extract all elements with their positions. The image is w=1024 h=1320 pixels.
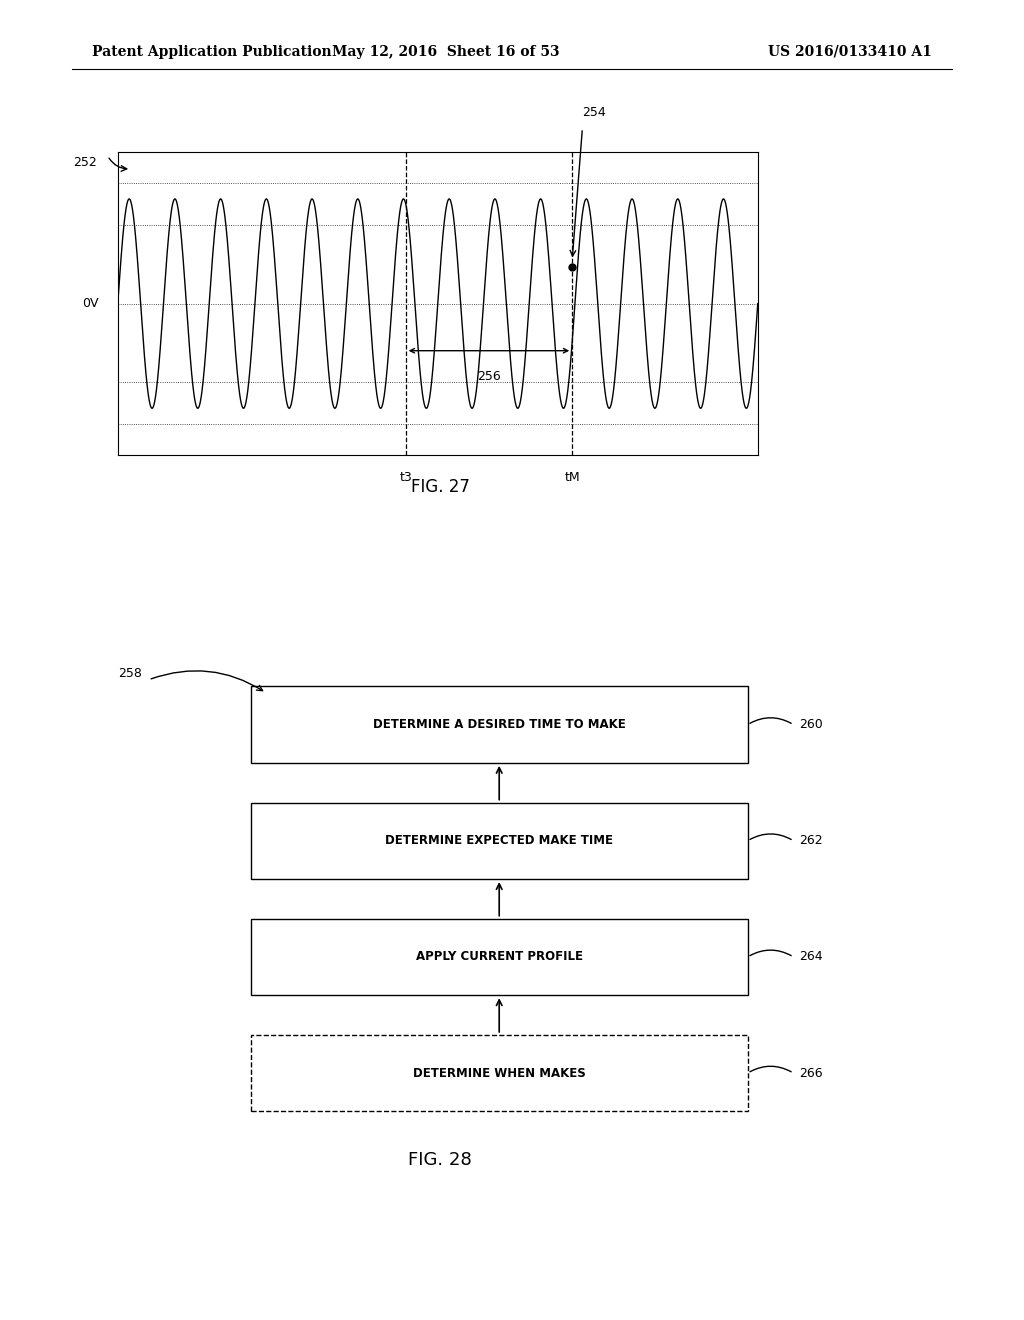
Text: DETERMINE WHEN MAKES: DETERMINE WHEN MAKES	[413, 1067, 586, 1080]
Bar	[251, 686, 748, 763]
Text: DETERMINE A DESIRED TIME TO MAKE: DETERMINE A DESIRED TIME TO MAKE	[373, 718, 626, 731]
Text: US 2016/0133410 A1: US 2016/0133410 A1	[768, 45, 932, 59]
Text: May 12, 2016  Sheet 16 of 53: May 12, 2016 Sheet 16 of 53	[332, 45, 559, 59]
Text: 256: 256	[477, 370, 501, 383]
Text: tM: tM	[564, 471, 580, 484]
Text: APPLY CURRENT PROFILE: APPLY CURRENT PROFILE	[416, 950, 583, 964]
Text: 264: 264	[799, 950, 822, 964]
Text: FIG. 27: FIG. 27	[411, 478, 470, 496]
Text: FIG. 28: FIG. 28	[409, 1151, 472, 1170]
Text: 254: 254	[583, 106, 606, 119]
Text: DETERMINE EXPECTED MAKE TIME: DETERMINE EXPECTED MAKE TIME	[385, 834, 613, 847]
Bar	[251, 803, 748, 879]
Text: 262: 262	[799, 834, 822, 847]
Text: 260: 260	[799, 718, 822, 731]
Bar	[251, 919, 748, 995]
Text: 266: 266	[799, 1067, 822, 1080]
Text: 0V: 0V	[82, 297, 98, 310]
Text: Patent Application Publication: Patent Application Publication	[92, 45, 332, 59]
Text: t3: t3	[399, 471, 412, 484]
Bar	[251, 1035, 748, 1111]
Text: 252: 252	[74, 156, 97, 169]
Text: 258: 258	[118, 667, 141, 680]
